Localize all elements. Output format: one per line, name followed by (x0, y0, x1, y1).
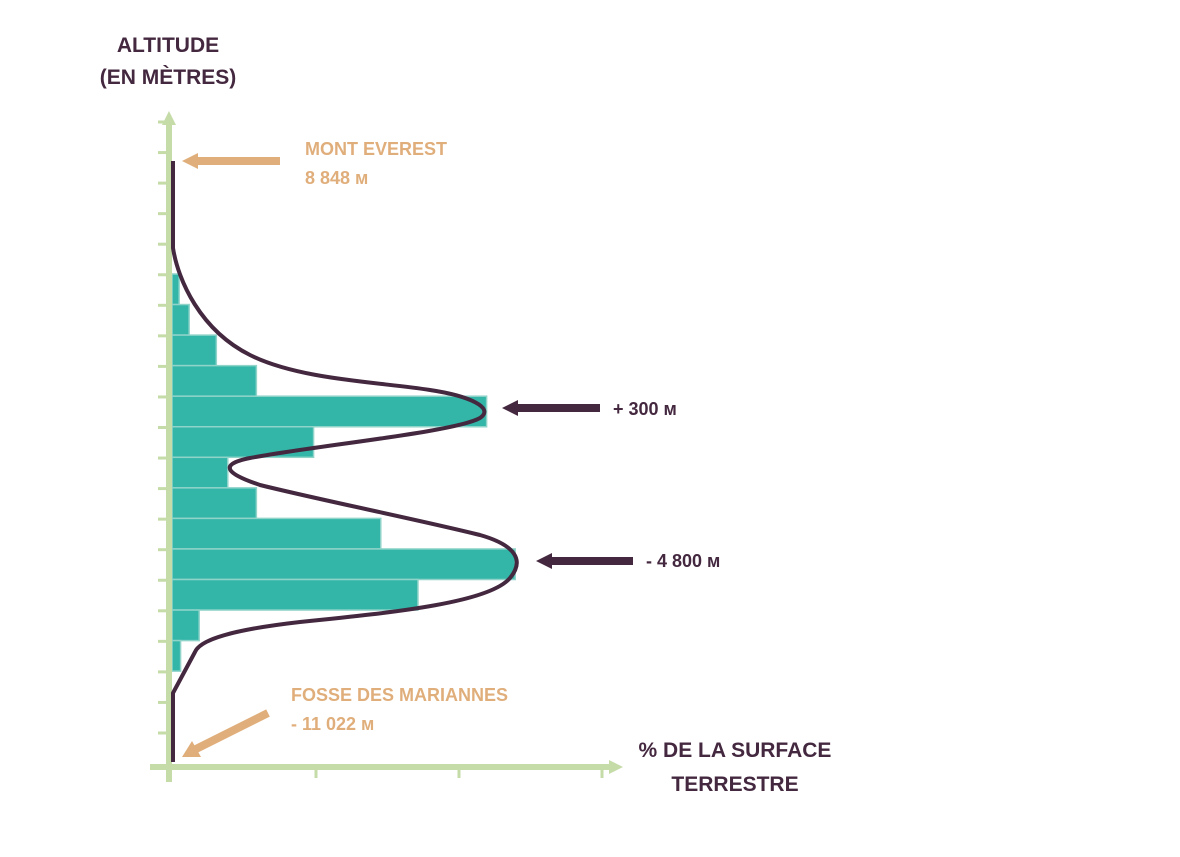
histogram-bar (171, 609, 200, 642)
y-axis-tick (158, 548, 169, 552)
y-axis-tick (158, 639, 169, 643)
y-axis-tick (158, 212, 169, 216)
annotation-ocean-peak-value: - 4 800 м (646, 551, 720, 571)
y-axis-tick (158, 578, 169, 582)
arrow-shaft-everest (196, 157, 280, 165)
histogram-bar (171, 487, 258, 520)
y-axis-tick (158, 456, 169, 460)
annotation-land-peak-value: + 300 м (613, 399, 677, 419)
arrow-down-left-icon (182, 741, 201, 757)
arrow-shaft-mariana (194, 709, 270, 753)
histogram-bar (171, 364, 258, 397)
histogram-bar (171, 456, 229, 489)
histogram-bar (171, 273, 180, 306)
y-axis-tick (158, 700, 169, 704)
annotation-mariana: FOSSE DES MARIANNES - 11 022 м (182, 685, 508, 757)
y-axis-tick (158, 395, 169, 399)
y-axis-tick (158, 120, 169, 124)
x-axis-tick (600, 767, 604, 778)
y-axis-tick (158, 151, 169, 155)
histogram-bar (171, 303, 190, 336)
histogram-bar (171, 548, 516, 581)
annotation-ocean-peak: - 4 800 м (536, 551, 720, 571)
y-axis-tick (158, 517, 169, 521)
y-axis-tick (158, 334, 169, 338)
y-axis-tick (158, 670, 169, 674)
y-axis-tick (158, 242, 169, 246)
y-axis-tick (158, 181, 169, 185)
histogram-bar (171, 639, 182, 672)
arrow-left-icon (536, 553, 552, 569)
arrow-shaft-land-peak (516, 404, 600, 412)
y-axis-tick (158, 303, 169, 307)
annotation-land-peak: + 300 м (502, 399, 677, 419)
y-axis-tick (158, 487, 169, 491)
y-axis-tick (158, 364, 169, 368)
x-axis-tick (457, 767, 461, 778)
x-axis-label-line2: TERRESTRE (671, 773, 798, 796)
histogram-bar (171, 334, 218, 367)
histogram-bar (171, 395, 488, 428)
y-axis-tick (158, 273, 169, 277)
axes (150, 111, 623, 782)
hypsometric-curve (171, 161, 519, 762)
y-axis-label-line1: ALTITUDE (117, 34, 219, 57)
y-axis-tick (158, 731, 169, 735)
histogram-bar (171, 517, 382, 550)
y-axis-line (166, 124, 172, 782)
annotation-mariana-value: - 11 022 м (291, 714, 374, 734)
y-axis-label-line2: (EN MÈTRES) (100, 66, 237, 89)
x-axis-line (150, 764, 610, 770)
arrow-left-icon (182, 153, 198, 169)
arrow-left-icon (502, 400, 518, 416)
y-axis-tick (158, 609, 169, 613)
histogram-bars (171, 273, 516, 672)
y-axis-tick (158, 426, 169, 429)
annotation-mariana-title: FOSSE DES MARIANNES (291, 685, 508, 705)
annotation-everest-title: MONT EVEREST (305, 139, 447, 159)
annotation-everest-value: 8 848 м (305, 168, 368, 188)
x-axis-tick (314, 767, 318, 778)
histogram-bar (171, 578, 419, 611)
arrow-shaft-ocean-peak (550, 557, 633, 565)
x-axis-arrow-icon (609, 760, 623, 774)
annotation-everest: MONT EVEREST 8 848 м (182, 139, 447, 188)
x-axis-label-line1: % DE LA SURFACE (639, 739, 832, 762)
